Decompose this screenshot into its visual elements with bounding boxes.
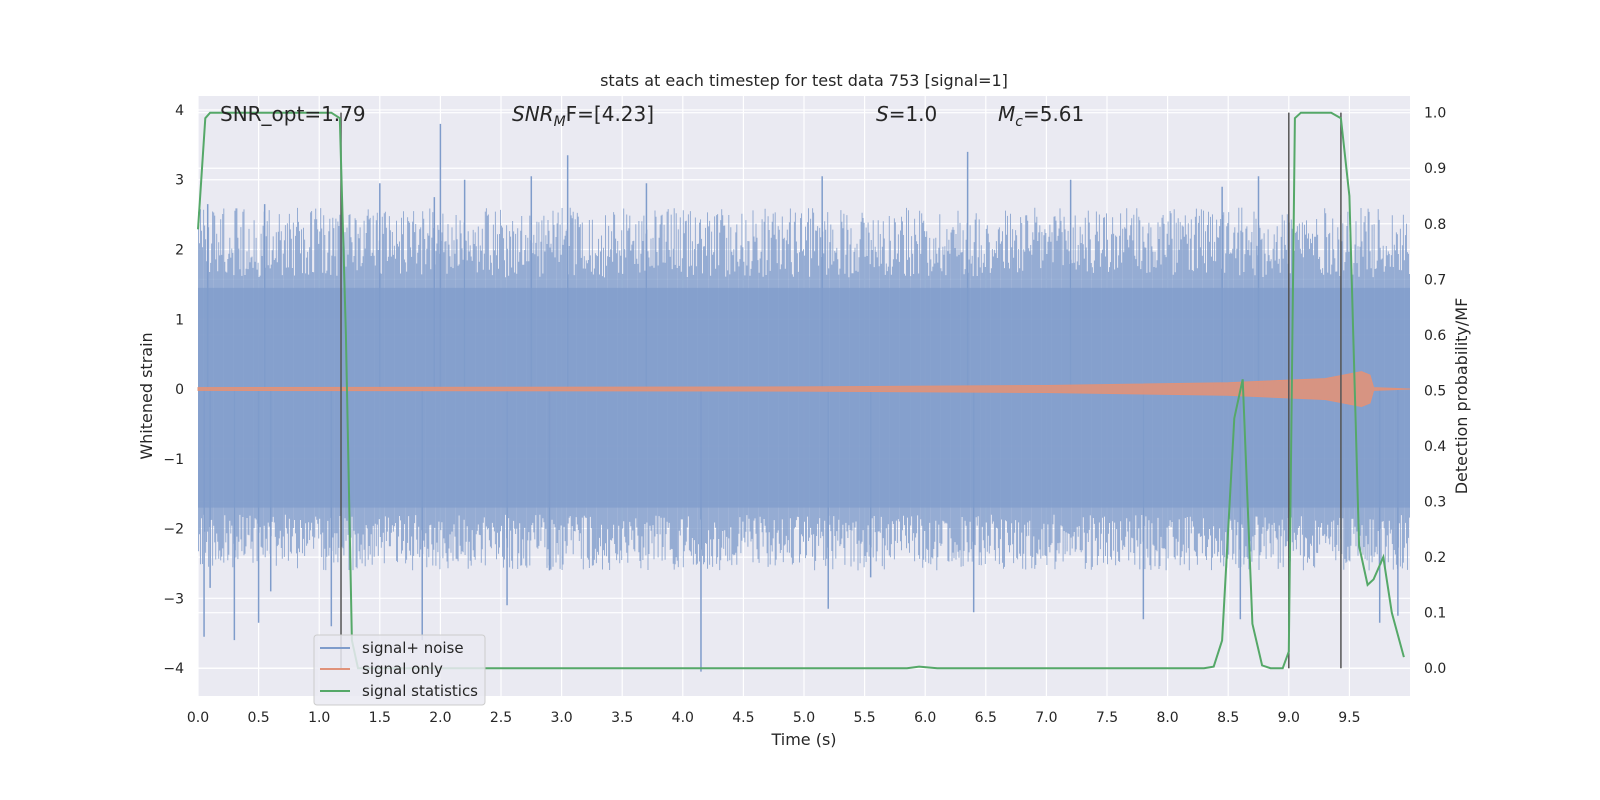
signal-series — [197, 371, 1411, 408]
x-tick-label: 0.0 — [187, 710, 209, 726]
chart-title: stats at each timestep for test data 753… — [600, 71, 1008, 90]
y-right-tick-label: 0.2 — [1424, 550, 1446, 566]
y-tick-label: 2 — [175, 242, 184, 258]
x-tick-label: 7.5 — [1096, 710, 1118, 726]
y-tick-label: 3 — [175, 173, 184, 189]
y-tick-label: −3 — [163, 591, 184, 607]
annotation-mc: Mc=5.61 — [998, 102, 1084, 130]
y-tick-label: 4 — [175, 103, 184, 119]
y-right-tick-label: 0.9 — [1424, 161, 1446, 177]
stat-line — [197, 111, 1405, 670]
y-right-tick-label: 0.7 — [1424, 272, 1446, 288]
y-right-tick-label: 1.0 — [1424, 106, 1446, 122]
y-tick-label: 0 — [175, 382, 184, 398]
x-tick-label: 8.5 — [1217, 710, 1239, 726]
legend-label-noise: signal+ noise — [362, 639, 464, 657]
annotation-snr-opt: SNR_opt=1.79 — [220, 102, 366, 126]
legend: signal+ noise signal only signal statist… — [313, 634, 486, 706]
snr-mf-value: F=[4.23] — [566, 102, 654, 126]
mc-value: =5.61 — [1023, 102, 1084, 126]
legend-box — [313, 634, 486, 706]
y-right-tick-label: 0.5 — [1424, 383, 1446, 399]
x-tick-label: 9.5 — [1338, 710, 1360, 726]
y-axis-label: Whitened strain — [137, 332, 156, 459]
legend-label-stat: signal statistics — [362, 682, 478, 700]
s-value: =1.0 — [889, 102, 938, 126]
x-tick-label: 1.0 — [308, 710, 330, 726]
y-tick-label: −1 — [163, 452, 184, 468]
x-tick-label: 5.0 — [793, 710, 815, 726]
x-tick-label: 6.0 — [914, 710, 936, 726]
y-right-axis-label: Detection probability/MF — [1452, 298, 1471, 495]
mc-subscript: c — [1015, 114, 1023, 130]
x-tick-label: 4.0 — [672, 710, 694, 726]
legend-label-signal: signal only — [362, 660, 443, 678]
y-right-tick-label: 0.8 — [1424, 217, 1446, 233]
y-tick-label: −2 — [163, 522, 184, 538]
mc-symbol: M — [998, 102, 1015, 126]
y-tick-label: −4 — [163, 661, 184, 677]
annotation-snr-mf: SNRMF=[4.23] — [512, 102, 654, 130]
x-tick-label: 2.5 — [490, 710, 512, 726]
x-tick-label: 3.5 — [611, 710, 633, 726]
snr-mf-symbol: SNR — [512, 102, 554, 126]
x-tick-label: 0.5 — [247, 710, 269, 726]
x-axis-label: Time (s) — [770, 730, 836, 749]
x-tick-label: 8.0 — [1156, 710, 1178, 726]
x-tick-label: 1.5 — [369, 710, 391, 726]
tick-labels: 0.0 0.5 1.0 1.5 2.0 2.5 3.0 3.5 4.0 4.5 5.0 5.5 6.0 6… — [163, 103, 1446, 726]
x-tick-label: 2.0 — [429, 710, 451, 726]
signal-chirp — [197, 371, 1411, 408]
x-tick-label: 6.5 — [975, 710, 997, 726]
snr-mf-subscript: M — [554, 114, 566, 130]
y-right-tick-label: 0.3 — [1424, 495, 1446, 511]
y-tick-label: 1 — [175, 312, 184, 328]
x-tick-label: 7.0 — [1035, 710, 1057, 726]
y-right-tick-label: 0.0 — [1424, 661, 1446, 677]
x-tick-label: 5.5 — [853, 710, 875, 726]
x-tick-label: 4.5 — [732, 710, 754, 726]
s-symbol: S — [876, 102, 889, 126]
y-right-tick-label: 0.1 — [1424, 606, 1446, 622]
y-right-tick-label: 0.6 — [1424, 328, 1446, 344]
y-right-tick-label: 0.4 — [1424, 439, 1446, 455]
noise-series — [198, 123, 1410, 672]
x-tick-label: 9.0 — [1278, 710, 1300, 726]
stat-series — [197, 111, 1405, 670]
x-tick-label: 3.0 — [550, 710, 572, 726]
annotation-s: S=1.0 — [876, 102, 937, 126]
